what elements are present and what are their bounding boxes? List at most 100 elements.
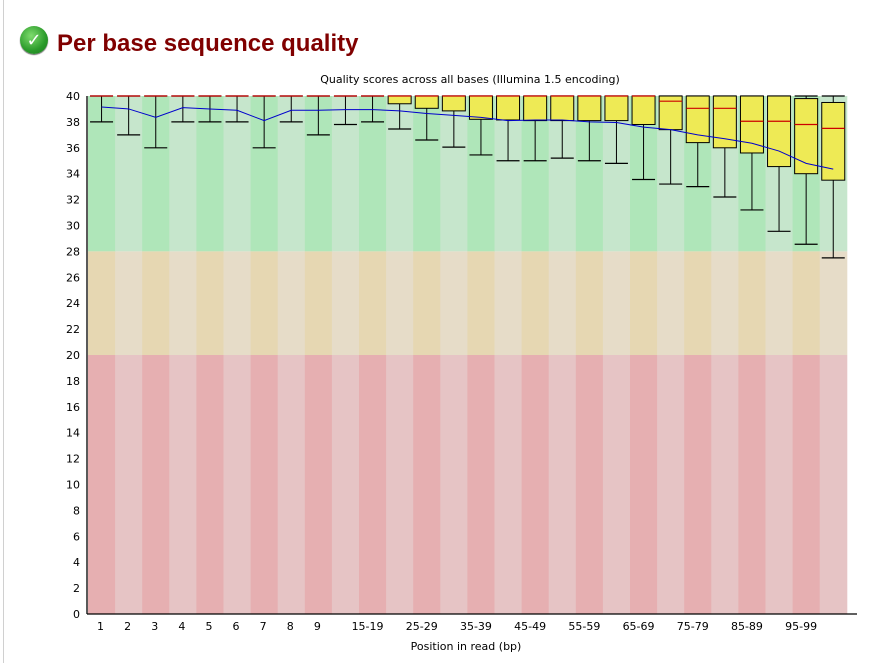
box-20: [631, 95, 656, 181]
x-axis-label: Position in read (bp): [411, 640, 522, 653]
pass-check-icon: ✓: [20, 26, 48, 54]
y-tick-label: 16: [66, 401, 80, 414]
iqr-box: [387, 95, 412, 105]
box-11: [387, 95, 412, 130]
x-tick-label: 75-79: [677, 620, 709, 633]
x-tick-label: 3: [151, 620, 158, 633]
band-poor-stripe: [792, 355, 821, 614]
box-10: [361, 95, 385, 123]
y-tick-label: 12: [66, 453, 80, 466]
band-poor-stripe: [657, 355, 685, 614]
y-tick-label: 36: [66, 142, 80, 155]
y-tick-label: 0: [73, 608, 80, 621]
band-poor-stripe: [684, 355, 712, 614]
x-tick-label: 9: [314, 620, 321, 633]
box-17: [550, 95, 575, 159]
band-poor-stripe: [223, 355, 252, 614]
box-12: [414, 95, 439, 141]
module-header: ✓ Per base sequence quality: [20, 22, 358, 58]
band-reasonable-stripe: [711, 251, 739, 355]
x-tick-label: 45-49: [514, 620, 546, 633]
x-tick-label: 1: [97, 620, 104, 633]
iqr-box: [414, 95, 439, 109]
band-reasonable-stripe: [792, 251, 821, 355]
y-tick-label: 30: [66, 220, 80, 233]
y-tick-label: 40: [66, 90, 80, 103]
x-tick-label: 2: [124, 620, 131, 633]
box-22: [685, 95, 710, 188]
box-3: [171, 95, 195, 123]
y-tick-label: 14: [66, 427, 80, 440]
band-reasonable-stripe: [413, 251, 441, 355]
y-tick-label: 22: [66, 323, 80, 336]
band-poor-stripe: [88, 355, 116, 614]
x-tick-label: 7: [260, 620, 267, 633]
iqr-box: [496, 95, 521, 121]
y-tick-label: 20: [66, 349, 80, 362]
x-tick-label: 8: [287, 620, 294, 633]
band-reasonable-stripe: [386, 251, 414, 355]
box-2: [144, 95, 168, 149]
band-reasonable-stripe: [548, 251, 577, 355]
band-reasonable-stripe: [657, 251, 685, 355]
band-reasonable-stripe: [521, 251, 550, 355]
box-23: [712, 95, 737, 198]
y-tick-label: 18: [66, 375, 80, 388]
band-poor-stripe: [494, 355, 523, 614]
band-reasonable-stripe: [630, 251, 658, 355]
band-poor-stripe: [738, 355, 766, 614]
band-reasonable-stripe: [575, 251, 604, 355]
y-tick-label: 26: [66, 271, 80, 284]
box-15: [496, 95, 521, 162]
box-13: [441, 95, 466, 148]
x-tick-label: 5: [205, 620, 212, 633]
band-reasonable-stripe: [115, 251, 143, 355]
y-tick-label: 28: [66, 245, 80, 258]
band-poor-stripe: [196, 355, 224, 614]
box-24: [739, 95, 764, 211]
band-poor-stripe: [521, 355, 550, 614]
iqr-box: [577, 95, 602, 122]
iqr-box: [712, 95, 737, 149]
box-7: [279, 95, 303, 123]
band-poor-stripe: [711, 355, 739, 614]
y-tick-label: 32: [66, 194, 80, 207]
iqr-box: [441, 95, 466, 112]
box-0: [90, 95, 114, 123]
band-poor-stripe: [277, 355, 306, 614]
band-reasonable-stripe: [223, 251, 252, 355]
band-reasonable-stripe: [88, 251, 116, 355]
box-27: [821, 95, 846, 259]
x-tick-label: 85-89: [731, 620, 763, 633]
band-poor-stripe: [575, 355, 604, 614]
boxes: [90, 95, 846, 259]
band-poor-stripe: [630, 355, 658, 614]
band-reasonable-stripe: [359, 251, 387, 355]
x-tick-label: 35-39: [460, 620, 492, 633]
box-5: [225, 95, 249, 123]
mean-line: [101, 106, 834, 170]
y-tick-label: 38: [66, 116, 80, 129]
iqr-box: [821, 101, 846, 181]
y-tick-label: 34: [66, 168, 80, 181]
quality-bands: [88, 96, 848, 614]
band-reasonable-stripe: [602, 251, 631, 355]
band-reasonable-stripe: [467, 251, 495, 355]
box-14: [468, 95, 493, 156]
band-reasonable-stripe: [684, 251, 712, 355]
band-poor-stripe: [440, 355, 468, 614]
band-reasonable-stripe: [765, 251, 794, 355]
box-16: [523, 95, 548, 162]
x-tick-label: 65-69: [623, 620, 655, 633]
iqr-box: [631, 95, 656, 125]
x-tick-label: 25-29: [406, 620, 438, 633]
chart-title: Quality scores across all bases (Illumin…: [320, 73, 620, 86]
module-title: Per base sequence quality: [57, 30, 359, 57]
iqr-box: [685, 95, 710, 144]
band-reasonable-stripe: [819, 251, 848, 355]
band-poor-stripe: [331, 355, 360, 614]
band-reasonable-stripe: [196, 251, 224, 355]
box-9: [333, 95, 357, 126]
